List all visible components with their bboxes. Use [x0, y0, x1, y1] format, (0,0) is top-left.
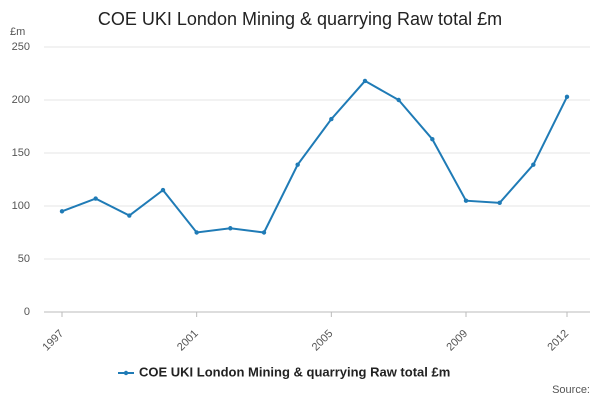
- x-tick-label: 2001: [175, 328, 201, 354]
- y-tick-label: 100: [12, 200, 30, 212]
- x-tick-label: 2012: [545, 328, 571, 354]
- data-point: [430, 137, 435, 142]
- data-point: [93, 196, 98, 201]
- data-point: [329, 116, 334, 122]
- y-tick-label: 150: [12, 147, 30, 159]
- x-tick-label: 1997: [40, 328, 66, 354]
- y-tick-label: 200: [12, 94, 30, 106]
- data-point: [59, 209, 65, 214]
- data-point: [497, 200, 502, 206]
- data-point: [228, 226, 233, 231]
- legend-marker: [123, 370, 129, 376]
- y-tick-label: 250: [12, 41, 30, 53]
- data-point: [463, 198, 469, 203]
- data-point: [295, 162, 300, 167]
- legend-label: COE UKI London Mining & quarrying Raw to…: [139, 364, 450, 379]
- x-tick-label: 2005: [310, 328, 336, 354]
- data-point: [396, 97, 401, 103]
- data-point: [194, 230, 199, 235]
- source: Source:: [552, 384, 590, 396]
- y-unit: £m: [10, 26, 25, 38]
- y-tick-label: 0: [24, 306, 30, 318]
- data-point: [160, 187, 166, 193]
- data-point: [564, 94, 570, 100]
- series-line: [61, 79, 568, 234]
- chart-title: COE UKI London Mining & quarrying Raw to…: [98, 9, 502, 29]
- data-point: [261, 230, 267, 235]
- data-point: [531, 162, 536, 167]
- x-tick-label: 2009: [444, 328, 470, 354]
- data-point: [362, 78, 368, 84]
- data-point: [127, 213, 132, 218]
- y-tick-label: 50: [18, 253, 30, 265]
